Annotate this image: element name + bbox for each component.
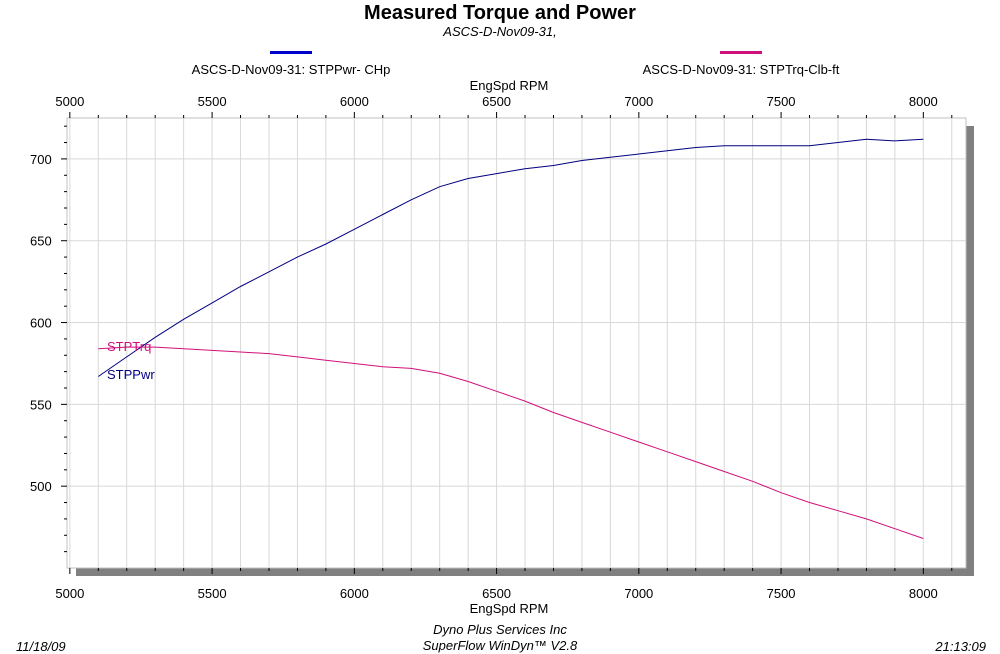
tick-marks — [61, 112, 953, 574]
x-axis-label-top: EngSpd RPM — [469, 78, 549, 93]
footer-date: 11/18/09 — [16, 639, 66, 654]
footer-company: Dyno Plus Services Inc — [433, 622, 567, 637]
x-tick-label-top: 7000 — [624, 94, 653, 109]
footer-software: SuperFlow WinDyn™ V2.8 — [422, 638, 578, 653]
y-tick-label: 500 — [30, 479, 52, 494]
x-tick-label-top: 7500 — [767, 94, 796, 109]
x-tick-label-bottom: 5000 — [55, 586, 84, 601]
y-tick-label: 550 — [30, 397, 52, 412]
x-tick-label-top: 5000 — [55, 94, 84, 109]
legend-swatch-power — [270, 51, 312, 54]
footer-time: 21:13:09 — [935, 639, 986, 654]
x-tick-label-bottom: 8000 — [909, 586, 938, 601]
y-tick-label: 600 — [30, 316, 52, 331]
series-line-stptrq — [98, 346, 924, 539]
series-lines — [98, 138, 924, 539]
x-tick-label-top: 8000 — [909, 94, 938, 109]
plot-area — [66, 117, 967, 569]
legend-label-power: ASCS-D-Nov09-31: STPPwr- CHp — [191, 62, 391, 77]
x-tick-label-top: 5500 — [198, 94, 227, 109]
plot-shadow-right — [966, 126, 974, 576]
series-line-stppwr — [98, 138, 924, 377]
series-label-power: STPPwr — [107, 367, 155, 382]
legend-label-torque: ASCS-D-Nov09-31: STPTrq-Clb-ft — [642, 62, 840, 77]
chart-title: Measured Torque and Power — [364, 2, 636, 24]
x-tick-label-top: 6000 — [340, 94, 369, 109]
x-tick-label-top: 6500 — [482, 94, 511, 109]
plot-shadow-bottom — [76, 568, 974, 576]
x-tick-label-bottom: 7500 — [767, 586, 796, 601]
series-label-torque: STPTrq — [107, 339, 151, 354]
x-tick-label-bottom: 6500 — [482, 586, 511, 601]
x-axis-label-bottom: EngSpd RPM — [469, 601, 549, 616]
chart-subtitle: ASCS-D-Nov09-31, — [443, 24, 557, 39]
y-tick-label: 700 — [30, 152, 52, 167]
x-tick-label-bottom: 7000 — [624, 586, 653, 601]
tick-labels: 5000 5000 5500 5500 6000 6000 6500 6500 7000 7000… — [30, 94, 938, 601]
legend-swatch-torque — [720, 51, 762, 54]
x-tick-label-bottom: 5500 — [198, 586, 227, 601]
y-tick-label: 650 — [30, 234, 52, 249]
x-tick-label-bottom: 6000 — [340, 586, 369, 601]
grid — [67, 118, 966, 568]
